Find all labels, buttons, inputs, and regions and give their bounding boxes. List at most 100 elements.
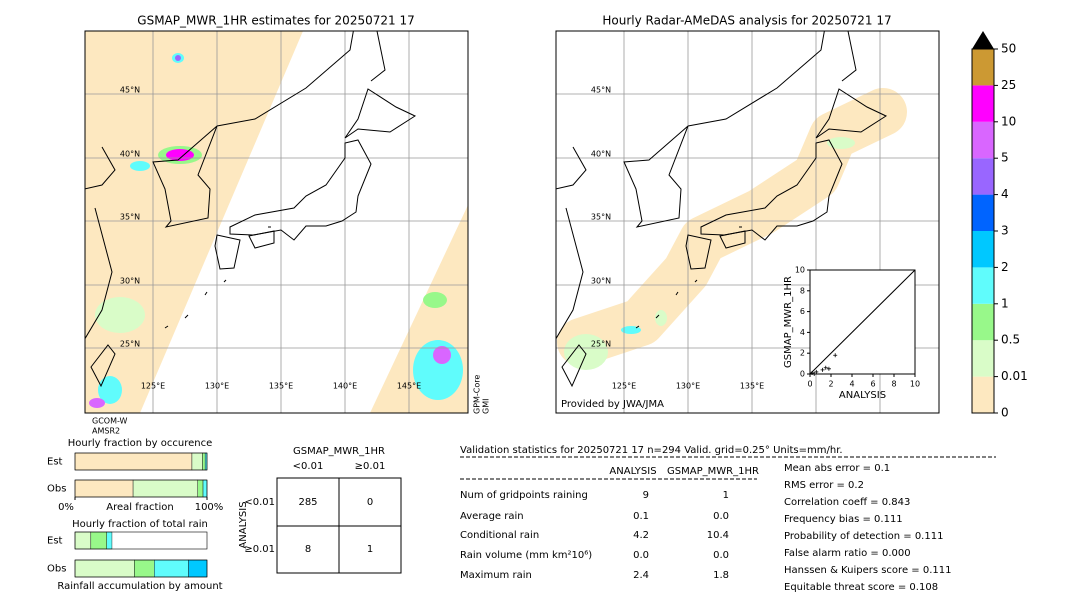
bar-frame bbox=[74, 559, 208, 578]
y-tick-label: 6 bbox=[800, 307, 805, 316]
colorbar-tick-label: 2 bbox=[1001, 260, 1009, 274]
scatter-point bbox=[814, 369, 819, 374]
stat-value: 0.0 bbox=[713, 550, 729, 561]
row-label: ≥0.01 bbox=[244, 544, 275, 555]
column-label: ANALYSIS bbox=[609, 466, 656, 477]
left-map-title: GSMAP_MWR_1HR estimates for 20250721 17 bbox=[137, 14, 414, 28]
colorbar-tick-label: 4 bbox=[1001, 187, 1009, 201]
table-cell: 8 bbox=[305, 544, 311, 555]
lat-label: 35°N bbox=[120, 213, 140, 222]
row-label: Obs bbox=[47, 484, 66, 495]
left-map bbox=[85, 31, 468, 413]
fraction-segment bbox=[90, 531, 107, 550]
row-label: <0.01 bbox=[244, 497, 275, 508]
x-tick-label: 10 bbox=[910, 380, 920, 389]
y-tick-label: 2 bbox=[800, 349, 805, 358]
lon-label: 135°E bbox=[740, 382, 764, 391]
lon-label: 125°E bbox=[612, 382, 636, 391]
lat-label: 40°N bbox=[591, 150, 611, 159]
lat-label: 25°N bbox=[120, 340, 140, 349]
table-title: GSMAP_MWR_1HR bbox=[293, 446, 385, 457]
row-label: Est bbox=[47, 457, 63, 468]
stat-value: 2.4 bbox=[633, 570, 649, 581]
bar-frame bbox=[74, 479, 208, 498]
x-tick-label: 0 bbox=[807, 380, 812, 389]
colorbar-tick-label: 5 bbox=[1001, 151, 1009, 165]
fraction-segment bbox=[202, 452, 206, 471]
score: Probability of detection = 0.111 bbox=[784, 531, 943, 542]
y-axis-label: GSMAP_MWR_1HR bbox=[783, 276, 794, 368]
score: False alarm ratio = 0.000 bbox=[784, 548, 911, 559]
lat-label: 25°N bbox=[591, 340, 611, 349]
colorbar-band bbox=[972, 267, 994, 304]
score: RMS error = 0.2 bbox=[784, 480, 864, 491]
scatter-point bbox=[826, 366, 831, 371]
table-cell: 0 bbox=[367, 497, 373, 508]
y-tick-label: 4 bbox=[800, 328, 805, 337]
score: Correlation coeff = 0.843 bbox=[784, 497, 910, 508]
sensor-label: GMI bbox=[482, 399, 491, 414]
colorbar-band bbox=[972, 85, 994, 122]
x-tick-label: 0% bbox=[58, 502, 74, 513]
colorbar-band bbox=[972, 158, 994, 195]
lat-label: 45°N bbox=[120, 86, 140, 95]
column-label: GSMAP_MWR_1HR bbox=[667, 466, 759, 477]
stat-value: 0.1 bbox=[633, 511, 649, 522]
diagonal bbox=[809, 269, 916, 375]
stat-value: 9 bbox=[643, 490, 649, 501]
x-tick-label: 6 bbox=[870, 380, 875, 389]
lon-label: 130°E bbox=[676, 382, 700, 391]
colorbar-band bbox=[972, 340, 994, 377]
x-tick-label: 8 bbox=[891, 380, 896, 389]
fraction-segment bbox=[106, 531, 113, 550]
lon-label: 130°E bbox=[205, 382, 229, 391]
colorbar-extend bbox=[972, 31, 994, 49]
column-label: <0.01 bbox=[293, 461, 324, 472]
stat-name: Average rain bbox=[460, 511, 524, 522]
colorbar-tick-label: 50 bbox=[1001, 42, 1016, 56]
lat-label: 40°N bbox=[120, 150, 140, 159]
stat-value: 1.8 bbox=[713, 570, 729, 581]
colorbar-tick-label: 0.01 bbox=[1001, 369, 1028, 383]
fraction-segment bbox=[74, 452, 193, 471]
right-map-title: Hourly Radar-AMeDAS analysis for 2025072… bbox=[602, 14, 891, 28]
x-tick-label: 2 bbox=[828, 380, 833, 389]
fraction-segment bbox=[74, 559, 135, 578]
fraction-segment bbox=[153, 559, 189, 578]
row-label: Est bbox=[47, 536, 63, 547]
scatter-point bbox=[833, 353, 838, 358]
sensor-label: AMSR2 bbox=[92, 427, 120, 436]
colorbar-tick-label: 1 bbox=[1001, 296, 1009, 310]
stat-name: Num of gridpoints raining bbox=[460, 490, 588, 501]
fraction-segment bbox=[74, 479, 134, 498]
colorbar-band bbox=[972, 303, 994, 341]
x-tick-label: 100% bbox=[195, 502, 224, 513]
lon-label: 125°E bbox=[141, 382, 165, 391]
validation-header: Validation statistics for 20250721 17 n=… bbox=[460, 445, 843, 456]
score: Equitable threat score = 0.108 bbox=[784, 582, 938, 593]
table-ylabel: ANALYSIS bbox=[238, 501, 249, 548]
stat-value: 0.0 bbox=[633, 550, 649, 561]
sensor-label: GPM-Core bbox=[473, 375, 482, 414]
panel-title: Hourly fraction of total rain bbox=[72, 519, 208, 530]
lat-label: 30°N bbox=[591, 277, 611, 286]
lat-label: 45°N bbox=[591, 86, 611, 95]
table-cell: 1 bbox=[367, 544, 373, 555]
scatter-point bbox=[810, 370, 815, 375]
scatter-point bbox=[812, 372, 817, 376]
score: Mean abs error = 0.1 bbox=[784, 463, 890, 474]
fraction-segment bbox=[134, 559, 155, 578]
lon-label: 140°E bbox=[333, 382, 357, 391]
scatter-point bbox=[820, 367, 825, 372]
sensor-label: GCOM-W bbox=[92, 417, 128, 426]
stat-value: 0.0 bbox=[713, 511, 729, 522]
fraction-segment bbox=[132, 479, 198, 498]
score: Frequency bias = 0.111 bbox=[784, 514, 903, 525]
colorbar-tick-label: 0.5 bbox=[1001, 333, 1020, 347]
x-axis-label: Areal fraction bbox=[106, 502, 173, 513]
stat-value: 4.2 bbox=[633, 530, 649, 541]
lat-label: 30°N bbox=[120, 277, 140, 286]
table-lines bbox=[277, 478, 401, 573]
lat-label: 35°N bbox=[591, 213, 611, 222]
y-tick-label: 0 bbox=[800, 370, 805, 379]
